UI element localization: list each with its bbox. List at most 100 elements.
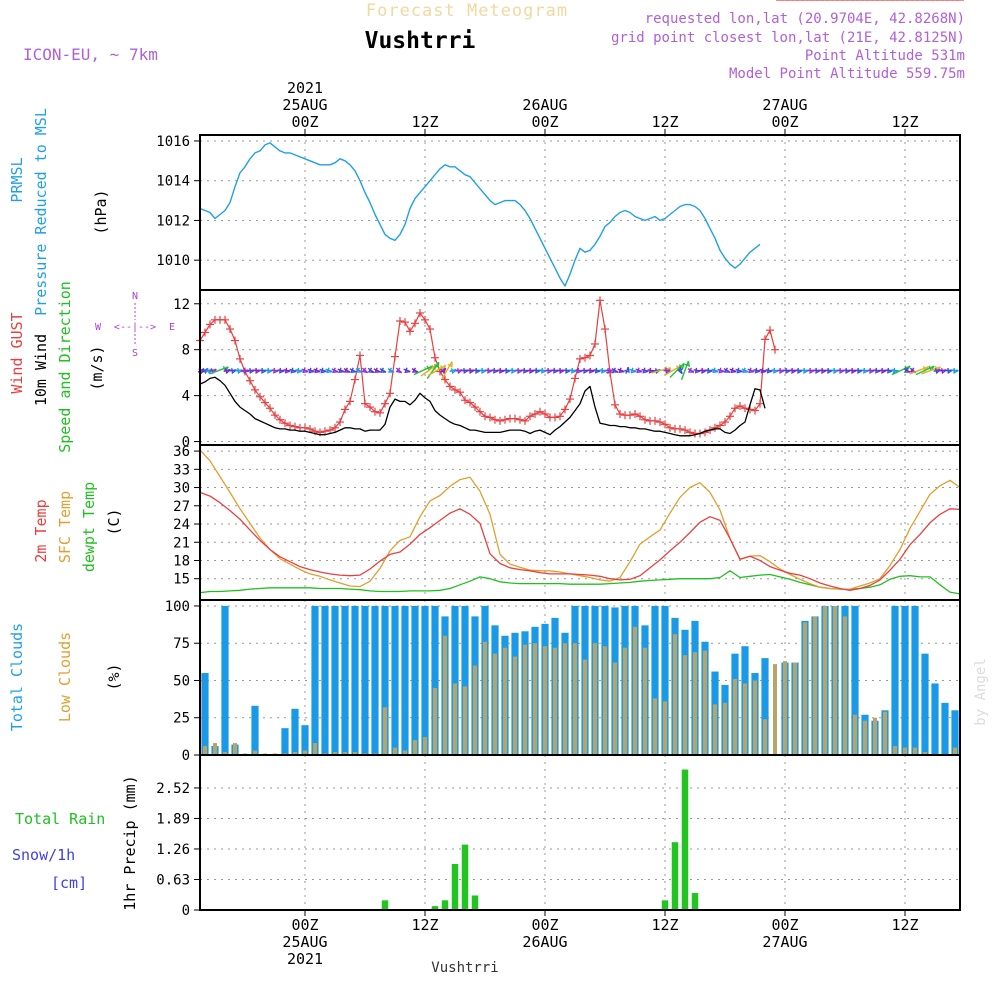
wind-direction-arrowhead xyxy=(941,368,947,375)
wind-direction-arrowhead xyxy=(374,367,381,373)
low-cloud-bar xyxy=(662,701,668,755)
precip-bar xyxy=(471,895,479,910)
wind-direction-arrowhead xyxy=(535,367,541,374)
wind-direction-arrowhead xyxy=(701,368,707,374)
y-tick-label: 0 xyxy=(182,748,190,764)
temperature-unit: (C) xyxy=(105,508,123,535)
model-altitude: Model Point Altitude 559.75m xyxy=(729,66,965,82)
low-cloud-bar xyxy=(672,634,678,755)
low-cloud-bar xyxy=(382,707,388,755)
wind-direction-arrowhead xyxy=(785,368,791,374)
low-cloud-bar xyxy=(392,747,398,755)
sfc-temp-line xyxy=(199,449,961,590)
low-cloud-bar xyxy=(902,747,908,755)
wind-direction-arrowhead xyxy=(249,368,255,375)
wind-direction-arrowhead xyxy=(433,362,440,369)
wind-direction-arrowhead xyxy=(279,367,285,374)
low-cloud-bar xyxy=(752,680,758,755)
low-cloud-bar xyxy=(332,752,338,755)
wind-direction-arrowhead xyxy=(206,368,213,375)
compass-south: S xyxy=(132,348,138,359)
pressure-unit: (hPa) xyxy=(92,189,110,234)
dewpt-label: dewpt Temp xyxy=(80,482,98,572)
wind-direction-arrowhead xyxy=(718,367,725,374)
wind-direction-arrowhead xyxy=(411,367,419,373)
wind-direction-arrowhead xyxy=(827,368,833,374)
y-tick-label: 100 xyxy=(165,599,190,615)
low-cloud-bar xyxy=(642,647,648,755)
wind-direction-arrowhead xyxy=(273,367,279,374)
y-tick-label: 36 xyxy=(173,444,190,460)
wind-direction-arrowhead xyxy=(833,368,839,374)
low-cloud-bar xyxy=(952,747,958,755)
time-tick-label-top: 12Z xyxy=(411,113,438,131)
wind-direction-arrowhead xyxy=(618,367,625,374)
low-cloud-bar xyxy=(832,605,838,755)
total-cloud-bar xyxy=(341,605,349,755)
y-tick-label: 25 xyxy=(173,711,190,727)
low-cloud-bar xyxy=(822,605,828,755)
precip-panel: Total Rain Snow/1h [cm] 1hr Precip (mm) … xyxy=(12,755,960,919)
total-cloud-bar xyxy=(651,605,659,755)
y-tick-label: 1.89 xyxy=(156,811,190,827)
wind-direction-arrowhead xyxy=(642,367,649,374)
wind-direction-arrowhead xyxy=(395,367,402,374)
low-cloud-bar xyxy=(422,737,428,755)
wind-direction-arrowhead xyxy=(934,368,941,375)
low-cloud-bar xyxy=(862,720,868,755)
low-cloud-bar xyxy=(212,743,218,755)
total-cloud-bar xyxy=(951,710,959,755)
low-cloud-bar xyxy=(692,652,698,755)
wind-direction-arrowhead xyxy=(387,367,395,373)
total-cloud-bar xyxy=(221,605,229,755)
wind-direction-arrowhead xyxy=(469,367,475,375)
y-tick-label: 1010 xyxy=(156,253,190,269)
low-cloud-bar xyxy=(912,747,918,755)
y-tick-label: 30 xyxy=(173,481,190,497)
wind-direction-arrowhead xyxy=(773,367,779,374)
wind-direction-arrow xyxy=(680,360,690,381)
low-cloud-bar xyxy=(612,662,618,755)
total-cloud-bar xyxy=(911,605,919,755)
precip-bar xyxy=(461,844,469,910)
wind-direction-arrowhead xyxy=(624,367,630,374)
panel-frame xyxy=(199,754,961,911)
wind-direction-arrowhead xyxy=(338,367,345,374)
y-tick-label: 12 xyxy=(173,297,190,313)
wind-direction-arrowhead xyxy=(723,367,731,373)
wind-direction-arrowhead xyxy=(677,368,684,375)
wind-direction-arrow xyxy=(426,361,440,379)
panel-frame xyxy=(199,444,961,601)
panel-frame xyxy=(199,134,961,291)
low-cloud-bar xyxy=(852,714,858,755)
total-cloud-bar xyxy=(941,702,949,755)
clouds-unit: (%) xyxy=(105,663,123,690)
wind-direction-arrowhead xyxy=(475,368,481,374)
wind-direction-arrowhead xyxy=(553,367,559,374)
total-cloud-bar xyxy=(921,653,929,755)
low-cloud-bar xyxy=(922,752,928,755)
wind-direction-arrowhead xyxy=(839,368,845,374)
total-cloud-bar xyxy=(291,708,299,755)
low-cloud-bar xyxy=(872,717,878,755)
precip-bar xyxy=(441,900,449,910)
wind-direction-arrowhead xyxy=(797,368,803,374)
wind-direction-arrowhead xyxy=(440,367,447,375)
pressure-panel: PRMSL Pressure Reduced to MSL (hPa) 1010… xyxy=(8,108,960,316)
total-cloud-bar xyxy=(301,725,309,755)
compass-rose: N S W E <--|--> xyxy=(95,291,175,359)
temp-2m-line xyxy=(199,491,961,591)
low-cloud-bar xyxy=(882,711,888,755)
wind-direction-arrowhead xyxy=(296,367,303,374)
wind-direction-arrowhead xyxy=(367,367,374,374)
wind-direction-arrowhead xyxy=(290,367,297,374)
wind-direction-arrowhead xyxy=(601,367,607,374)
wind-direction-arrowhead xyxy=(611,367,619,373)
wind-direction-arrowhead xyxy=(730,367,737,374)
precip-bar xyxy=(451,863,459,910)
total-cloud-bar xyxy=(431,605,439,755)
total-cloud-bar xyxy=(281,728,289,755)
